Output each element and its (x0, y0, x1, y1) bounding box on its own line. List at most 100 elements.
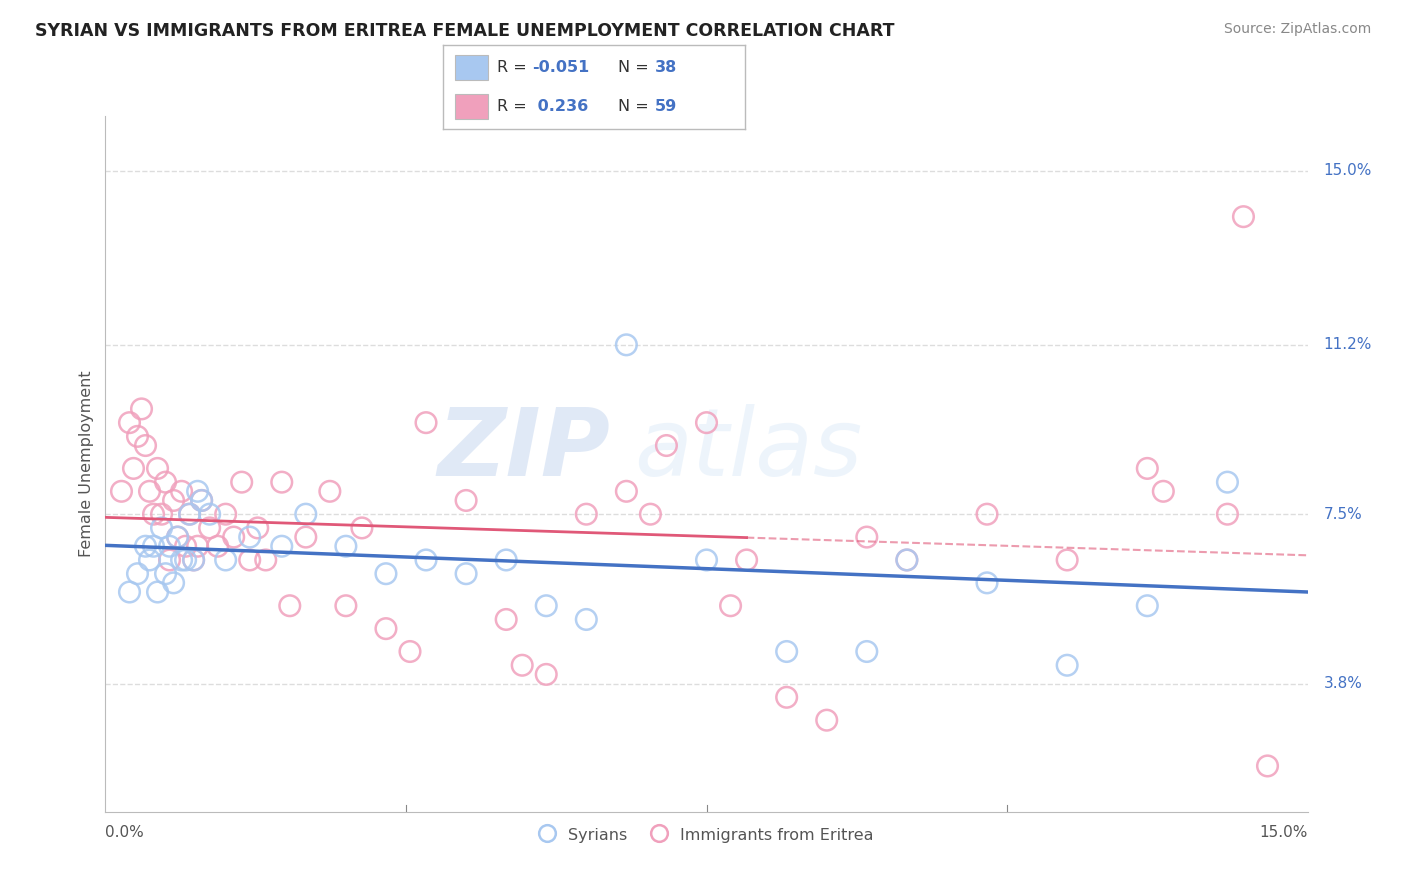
Point (214, 507, 236, 521)
Point (190, 493, 212, 508)
Point (222, 530, 245, 544)
Point (374, 622, 396, 636)
Text: 59: 59 (655, 99, 676, 114)
Text: 7.5%: 7.5% (1323, 507, 1362, 522)
Point (1232, 210, 1254, 224)
Point (456, 493, 478, 508)
Point (162, 575, 184, 590)
Point (122, 461, 145, 475)
Text: 11.2%: 11.2% (1323, 337, 1372, 352)
Point (187, 539, 209, 553)
Point (254, 553, 277, 567)
Point (575, 612, 598, 626)
Point (1216, 507, 1239, 521)
Point (1152, 484, 1174, 499)
Bar (456, 94, 488, 120)
Text: R =: R = (498, 60, 533, 75)
Text: -0.051: -0.051 (531, 60, 589, 75)
Point (278, 599, 301, 613)
Point (335, 539, 357, 553)
Point (146, 461, 169, 475)
Point (155, 566, 177, 581)
Point (640, 507, 662, 521)
Point (159, 553, 181, 567)
Point (207, 539, 229, 553)
Point (1257, 759, 1279, 773)
Point (198, 521, 221, 535)
Point (162, 493, 184, 508)
Point (1136, 599, 1159, 613)
Point (374, 566, 396, 581)
Point (183, 553, 205, 567)
Point (183, 553, 205, 567)
Point (896, 553, 918, 567)
Point (166, 530, 188, 544)
Point (150, 507, 173, 521)
Point (534, 667, 557, 681)
Text: 38: 38 (655, 60, 676, 75)
Text: 0.236: 0.236 (531, 99, 588, 114)
Legend: Syrians, Immigrants from Eritrea: Syrians, Immigrants from Eritrea (533, 821, 880, 849)
Point (127, 566, 149, 581)
Point (270, 539, 292, 553)
Point (138, 553, 160, 567)
Point (110, 484, 132, 499)
Point (616, 484, 638, 499)
Point (118, 416, 141, 430)
Point (214, 553, 236, 567)
Text: R =: R = (498, 99, 533, 114)
Point (198, 507, 221, 521)
Point (295, 507, 318, 521)
Text: SYRIAN VS IMMIGRANTS FROM ERITREA FEMALE UNEMPLOYMENT CORRELATION CHART: SYRIAN VS IMMIGRANTS FROM ERITREA FEMALE… (35, 22, 894, 40)
Point (1056, 553, 1078, 567)
Point (335, 599, 357, 613)
Point (720, 599, 742, 613)
Point (155, 475, 177, 490)
Point (495, 612, 517, 626)
Point (495, 553, 517, 567)
Point (510, 658, 533, 673)
Point (815, 713, 838, 727)
Point (131, 401, 153, 416)
Point (246, 521, 269, 535)
Point (1136, 461, 1159, 475)
Point (855, 530, 877, 544)
Point (150, 521, 173, 535)
Point (456, 566, 478, 581)
Point (179, 507, 201, 521)
Text: Source: ZipAtlas.com: Source: ZipAtlas.com (1223, 22, 1371, 37)
Text: N =: N = (619, 60, 654, 75)
Point (399, 644, 422, 658)
Point (179, 507, 201, 521)
Point (159, 539, 181, 553)
Point (350, 521, 373, 535)
Point (415, 553, 437, 567)
Text: N =: N = (619, 99, 654, 114)
Point (534, 599, 557, 613)
Point (146, 585, 169, 599)
Text: ZIP: ZIP (437, 404, 610, 496)
Point (735, 553, 758, 567)
Text: 3.8%: 3.8% (1323, 676, 1362, 691)
Point (295, 530, 318, 544)
Point (138, 484, 160, 499)
Point (142, 507, 165, 521)
Point (190, 493, 212, 508)
Point (118, 585, 141, 599)
Point (239, 553, 262, 567)
Point (575, 507, 598, 521)
Point (166, 530, 188, 544)
Point (855, 644, 877, 658)
Point (231, 475, 253, 490)
Text: 15.0%: 15.0% (1260, 825, 1308, 840)
Point (776, 644, 799, 658)
Point (415, 416, 437, 430)
Point (655, 438, 678, 452)
Point (135, 438, 157, 452)
Text: 15.0%: 15.0% (1323, 163, 1372, 178)
Text: 0.0%: 0.0% (105, 825, 145, 840)
Point (135, 539, 157, 553)
Y-axis label: Female Unemployment: Female Unemployment (79, 370, 94, 558)
Point (270, 475, 292, 490)
Point (976, 507, 998, 521)
